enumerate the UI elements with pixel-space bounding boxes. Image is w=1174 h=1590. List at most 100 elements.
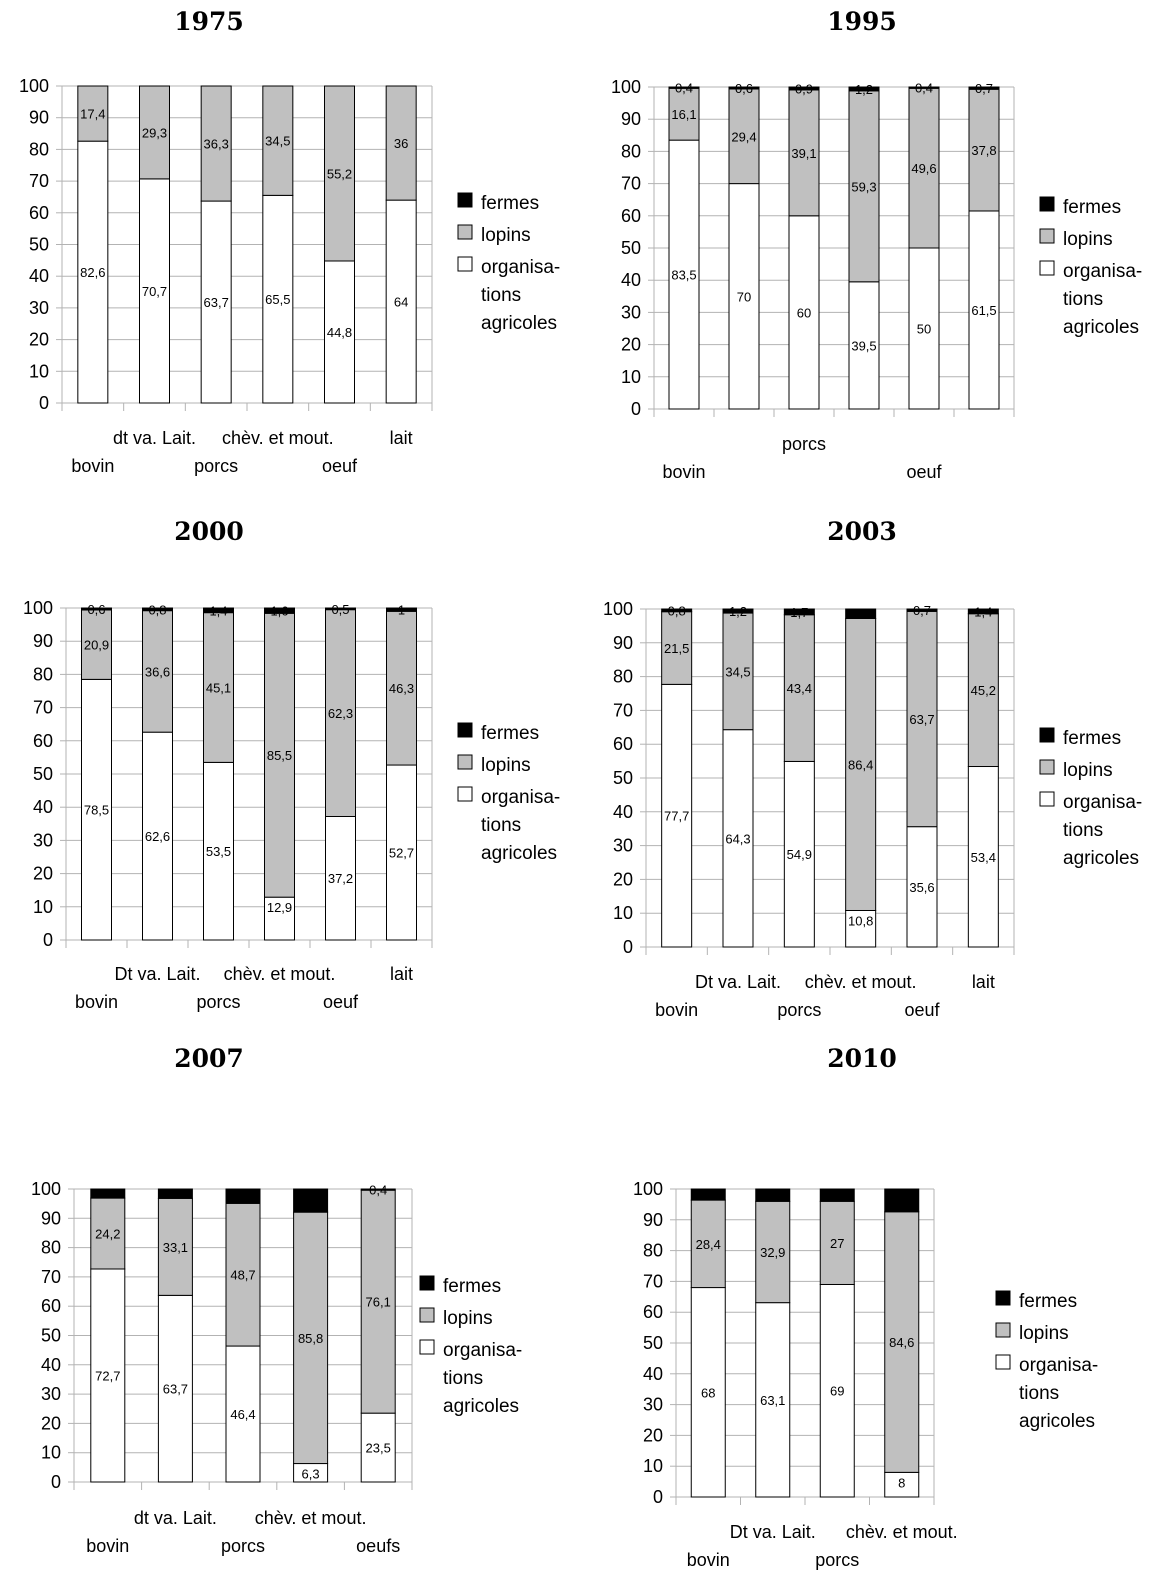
data-label: 85,8: [298, 1331, 323, 1346]
bar-lopins: [81, 609, 112, 680]
legend-swatch-lopins: [1039, 228, 1055, 244]
data-label: 62,6: [145, 829, 170, 844]
bar-fermes: [690, 1188, 726, 1201]
data-label: 0,6: [735, 81, 753, 96]
bar-fermes: [225, 1188, 261, 1204]
data-label: 1,4: [974, 604, 992, 619]
bar-organisations: [728, 183, 760, 410]
category-label: chèv. et mout.: [846, 1522, 958, 1542]
y-tick-label: 20: [643, 1425, 663, 1445]
data-label: 36: [394, 136, 408, 151]
bar-fermes: [845, 608, 877, 619]
y-tick-label: 40: [29, 266, 49, 286]
category-label: dt va. Lait.: [134, 1508, 217, 1528]
data-label: 0,7: [975, 81, 993, 96]
data-label: 32,9: [760, 1245, 785, 1260]
y-tick-label: 100: [31, 1179, 61, 1199]
data-label: 1: [398, 603, 405, 618]
data-label: 16,1: [671, 107, 696, 122]
bar-lopins: [324, 85, 355, 262]
legend-label: agricoles: [1063, 317, 1139, 338]
bar-organisations: [225, 1345, 261, 1483]
y-tick-label: 0: [623, 937, 633, 957]
y-tick-label: 20: [621, 335, 641, 355]
data-label: 36,6: [145, 664, 170, 679]
y-tick-label: 70: [41, 1267, 61, 1287]
y-tick-label: 30: [41, 1384, 61, 1404]
bar-lopins: [906, 610, 938, 828]
bar-lopins: [728, 88, 760, 185]
y-tick-label: 90: [643, 1210, 663, 1230]
legend-label: tions: [481, 285, 521, 306]
legend: fermes lopins organisa-tions agricoles: [1039, 727, 1142, 869]
y-tick-label: 100: [19, 76, 49, 96]
data-label: 24,2: [95, 1227, 120, 1242]
category-label: Dt va. Lait.: [695, 972, 781, 992]
category-label: porcs: [221, 1536, 265, 1556]
y-tick-label: 50: [613, 768, 633, 788]
bar-organisations: [661, 683, 693, 948]
legend-label: fermes: [1063, 197, 1121, 218]
y-tick-label: 0: [653, 1487, 663, 1507]
category-label: bovin: [75, 992, 118, 1012]
bar-lopins: [200, 85, 232, 202]
bar-fermes: [360, 1188, 396, 1191]
bar-fermes: [783, 608, 815, 616]
y-tick-label: 30: [643, 1395, 663, 1415]
bar-lopins: [848, 90, 880, 283]
category-label: oeuf: [904, 1000, 940, 1020]
category-label: lait: [390, 964, 413, 984]
data-label: 76,1: [366, 1295, 391, 1310]
y-tick-label: 100: [633, 1179, 663, 1199]
data-label: 59,3: [851, 179, 876, 194]
legend-swatch-fermes: [457, 192, 473, 208]
y-tick-label: 0: [43, 930, 53, 950]
y-tick-label: 80: [41, 1238, 61, 1258]
bar-organisations: [783, 760, 815, 948]
data-label: 61,5: [971, 303, 996, 318]
bar-fermes: [264, 607, 295, 614]
bar-fermes: [908, 86, 940, 89]
y-tick-label: 10: [29, 361, 49, 381]
y-tick-label: 80: [33, 664, 53, 684]
y-tick-label: 30: [613, 836, 633, 856]
y-tick-label: 20: [41, 1413, 61, 1433]
legend-label: organisa-: [481, 257, 560, 278]
legend-label: lopins: [1063, 760, 1113, 781]
y-tick-label: 0: [631, 399, 641, 419]
bar-lopins: [264, 612, 295, 898]
legend-label: agricoles: [443, 1396, 519, 1417]
bar-organisations: [139, 178, 170, 404]
legend-swatch-organisations: [457, 786, 473, 802]
data-label: 1,2: [729, 604, 747, 619]
data-label: 1,4: [209, 603, 227, 618]
data-label: 0,7: [913, 603, 931, 618]
data-label: 63,7: [909, 712, 934, 727]
bar-fermes: [81, 607, 112, 611]
legend-label: tions: [443, 1368, 483, 1389]
category-label: porcs: [777, 1000, 821, 1020]
bar-lopins: [225, 1202, 261, 1347]
data-label: 54,9: [787, 847, 812, 862]
bar-organisations: [81, 678, 112, 941]
legend: fermes lopins organisa-tions agricoles: [1039, 196, 1142, 338]
legend-swatch-organisations: [995, 1354, 1011, 1370]
data-label: 77,7: [664, 809, 689, 824]
legend-label: agricoles: [1063, 848, 1139, 869]
category-label: lait: [972, 972, 995, 992]
legend-swatch-lopins: [1039, 759, 1055, 775]
data-label: 45,1: [206, 681, 231, 696]
bar-lopins: [884, 1211, 920, 1473]
bar-lopins: [139, 85, 170, 180]
legend-swatch-organisations: [419, 1339, 435, 1355]
legend-label: agricoles: [1019, 1411, 1095, 1432]
data-label: 55,2: [327, 166, 352, 181]
data-label: 1,6: [270, 604, 288, 619]
legend-label: fermes: [443, 1276, 501, 1297]
legend-swatch-lopins: [995, 1322, 1011, 1338]
bar-fermes: [325, 607, 356, 611]
data-label: 0,8: [668, 603, 686, 618]
data-label: 83,5: [671, 268, 696, 283]
y-tick-label: 0: [39, 393, 49, 413]
category-label: porcs: [815, 1550, 859, 1570]
